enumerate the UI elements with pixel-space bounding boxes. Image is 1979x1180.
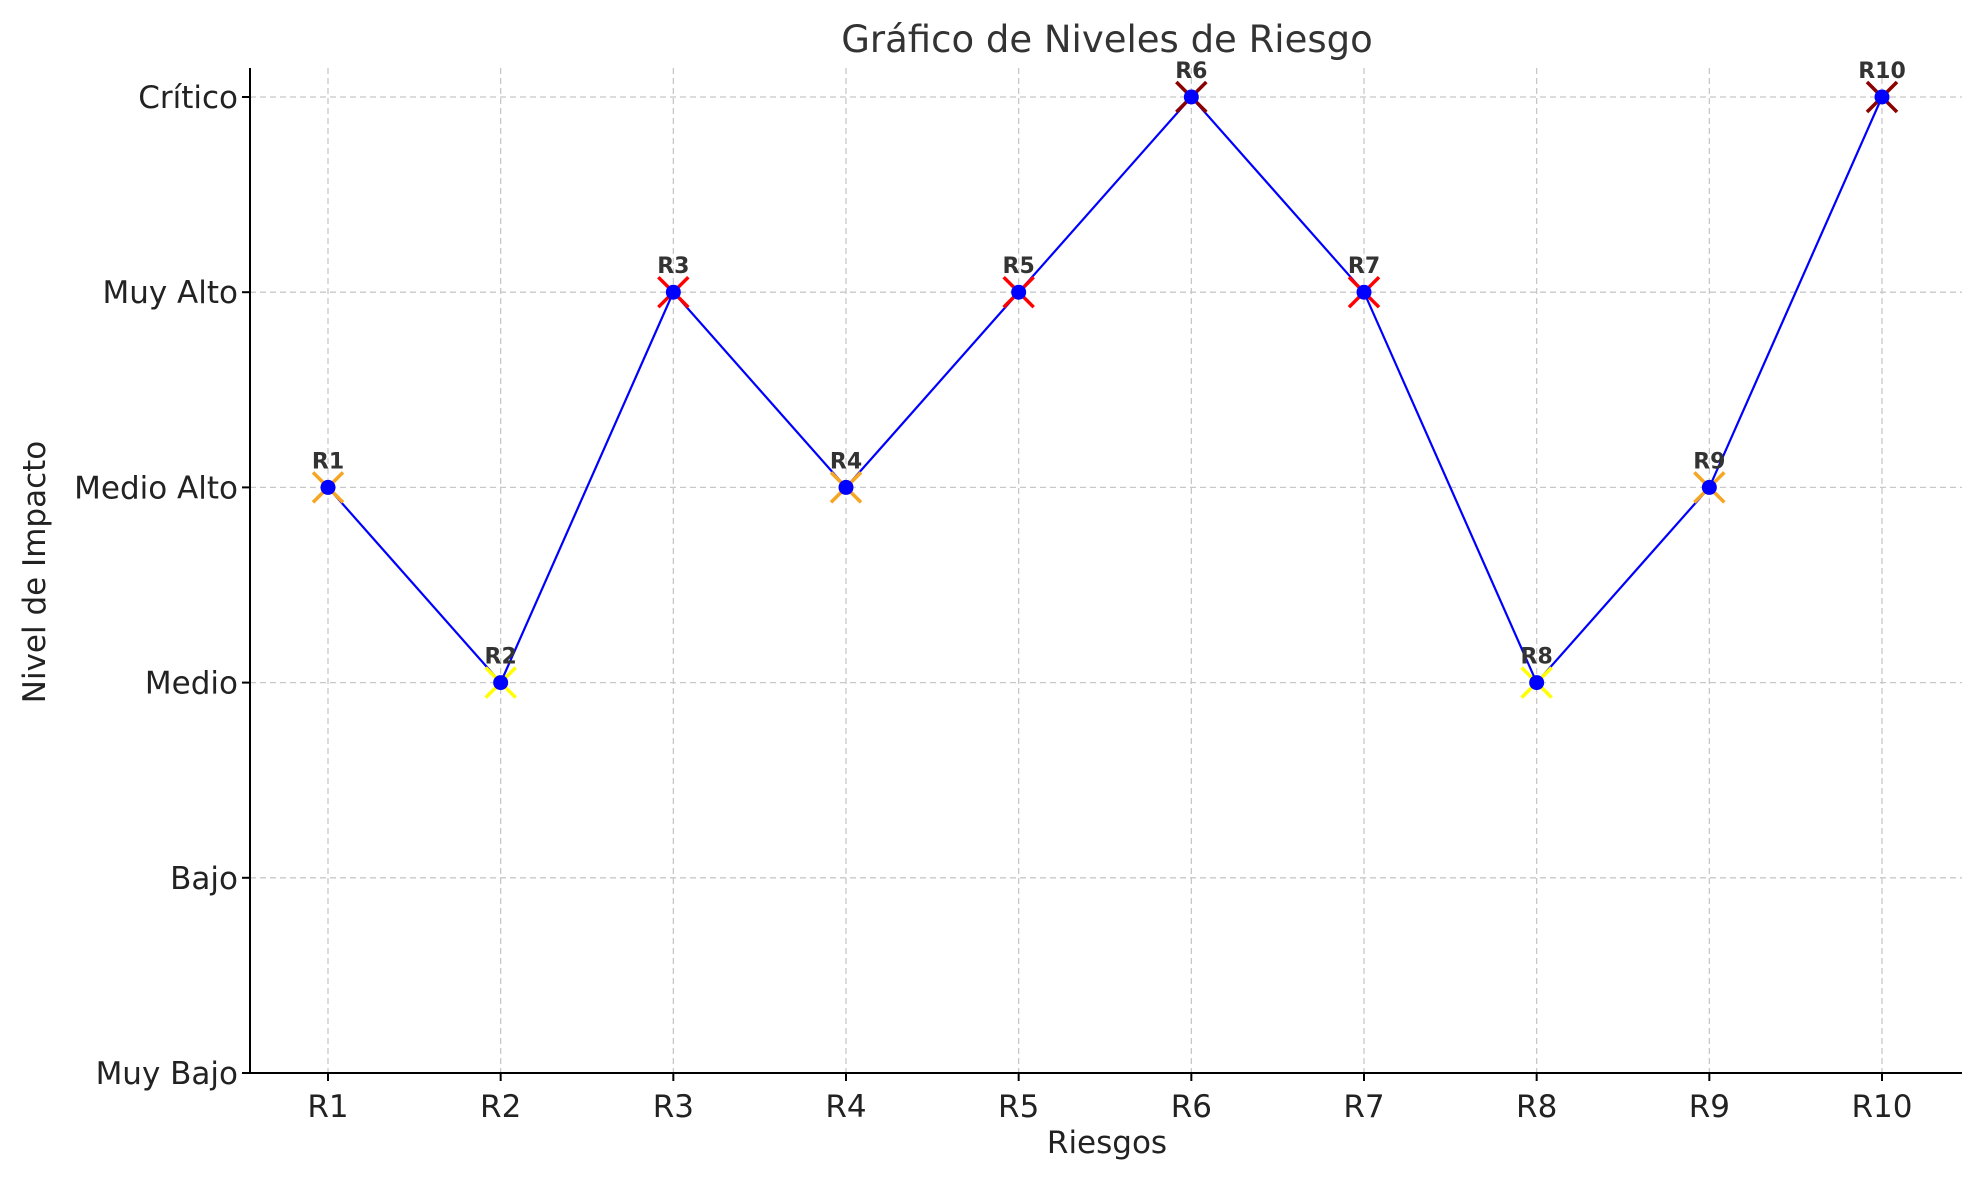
x-tick-label: R8	[1516, 1089, 1557, 1125]
data-label: R8	[1521, 645, 1553, 670]
x-axis-label: Riesgos	[1047, 1125, 1167, 1161]
data-point	[838, 479, 854, 495]
x-tick-label: R9	[1689, 1089, 1730, 1125]
data-label: R3	[657, 254, 689, 279]
x-tick-label: R3	[653, 1089, 694, 1125]
data-point	[1011, 284, 1027, 300]
y-tick-label: Crítico	[138, 80, 238, 116]
x-tick-label: R1	[307, 1089, 348, 1125]
data-label: R2	[485, 645, 517, 670]
x-tick-label: R4	[825, 1089, 866, 1125]
chart-title: Gráfico de Niveles de Riesgo	[841, 18, 1372, 61]
data-point	[1356, 284, 1372, 300]
data-label: R4	[830, 449, 862, 474]
data-label: R10	[1858, 59, 1906, 84]
data-label: R1	[312, 449, 344, 474]
data-point	[1529, 675, 1545, 691]
data-label: R9	[1693, 449, 1725, 474]
data-point	[493, 675, 509, 691]
y-tick-label: Muy Bajo	[96, 1056, 238, 1092]
point-labels: R1 R2 R3 R4 R5 R6 R7 R8 R9 R10	[312, 59, 1906, 670]
x-tick-label: R6	[1171, 1089, 1212, 1125]
series-line	[327, 95, 1884, 685]
data-point	[665, 284, 681, 300]
data-point	[1701, 479, 1717, 495]
tick-labels: Muy Bajo Bajo Medio Medio Alto Muy Alto Críti…	[74, 80, 1912, 1125]
y-axis-label: Nivel de Impacto	[17, 441, 53, 703]
series-layer	[311, 80, 1899, 699]
x-tick-label: R5	[998, 1089, 1039, 1125]
data-point	[1874, 89, 1890, 105]
y-tick-label: Muy Alto	[102, 275, 238, 311]
data-point	[320, 479, 336, 495]
data-label: R7	[1348, 254, 1380, 279]
y-tick-label: Bajo	[170, 861, 238, 897]
axes-layer	[242, 68, 1962, 1081]
grid-layer	[250, 68, 1962, 1073]
x-tick-label: R7	[1343, 1089, 1384, 1125]
x-tick-label: R10	[1852, 1089, 1913, 1125]
data-point	[1183, 89, 1199, 105]
data-label: R6	[1175, 59, 1207, 84]
y-tick-label: Medio Alto	[74, 470, 238, 506]
data-label: R5	[1003, 254, 1035, 279]
x-tick-label: R2	[480, 1089, 521, 1125]
y-tick-label: Medio	[145, 666, 238, 702]
